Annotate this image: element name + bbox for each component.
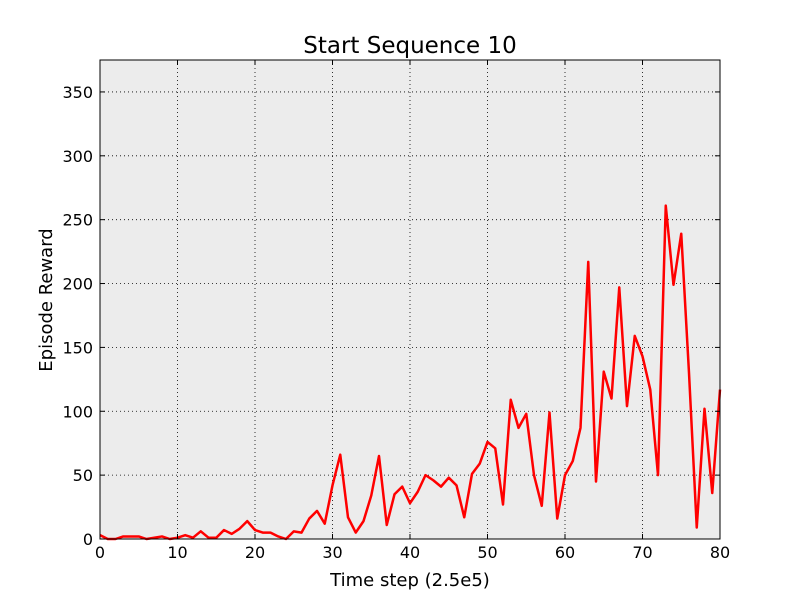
y-tick-label: 100	[62, 402, 93, 421]
x-tick-label: 40	[400, 543, 420, 562]
x-tick-label: 50	[477, 543, 497, 562]
y-tick-label: 0	[83, 530, 93, 549]
x-tick-label: 0	[95, 543, 105, 562]
x-axis-label: Time step (2.5e5)	[329, 570, 490, 591]
plot-area	[100, 60, 720, 539]
x-tick-label: 70	[632, 543, 652, 562]
x-tick-label: 30	[322, 543, 342, 562]
x-tick-label: 10	[167, 543, 187, 562]
y-tick-label: 50	[73, 466, 93, 485]
y-tick-label: 150	[62, 338, 93, 357]
axis-ticks: 0 10 20 30 40 50 60 70 80 0 50 100 150 200 250 300 350	[62, 60, 730, 562]
chart-title: Start Sequence 10	[303, 33, 517, 59]
series-layer	[99, 204, 722, 541]
y-tick-label: 300	[62, 147, 93, 166]
x-tick-label: 20	[245, 543, 265, 562]
y-tick-label: 200	[62, 275, 93, 294]
y-axis-label: Episode Reward	[36, 228, 57, 371]
series-line	[99, 204, 722, 541]
x-tick-label: 60	[555, 543, 575, 562]
y-tick-label: 250	[62, 211, 93, 230]
x-tick-label: 80	[710, 543, 730, 562]
y-tick-label: 350	[62, 83, 93, 102]
